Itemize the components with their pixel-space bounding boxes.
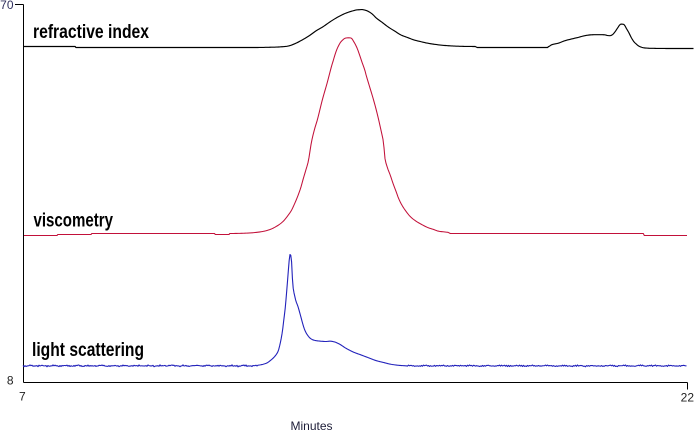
svg-text:7: 7	[19, 390, 26, 404]
svg-text:Minutes: Minutes	[291, 419, 333, 433]
svg-text:light scattering: light scattering	[32, 340, 144, 361]
svg-text:70: 70	[0, 0, 14, 12]
svg-text:22: 22	[681, 391, 694, 405]
svg-text:viscometry: viscometry	[34, 211, 114, 232]
svg-text:8: 8	[7, 374, 14, 388]
svg-text:refractive index: refractive index	[33, 22, 149, 43]
